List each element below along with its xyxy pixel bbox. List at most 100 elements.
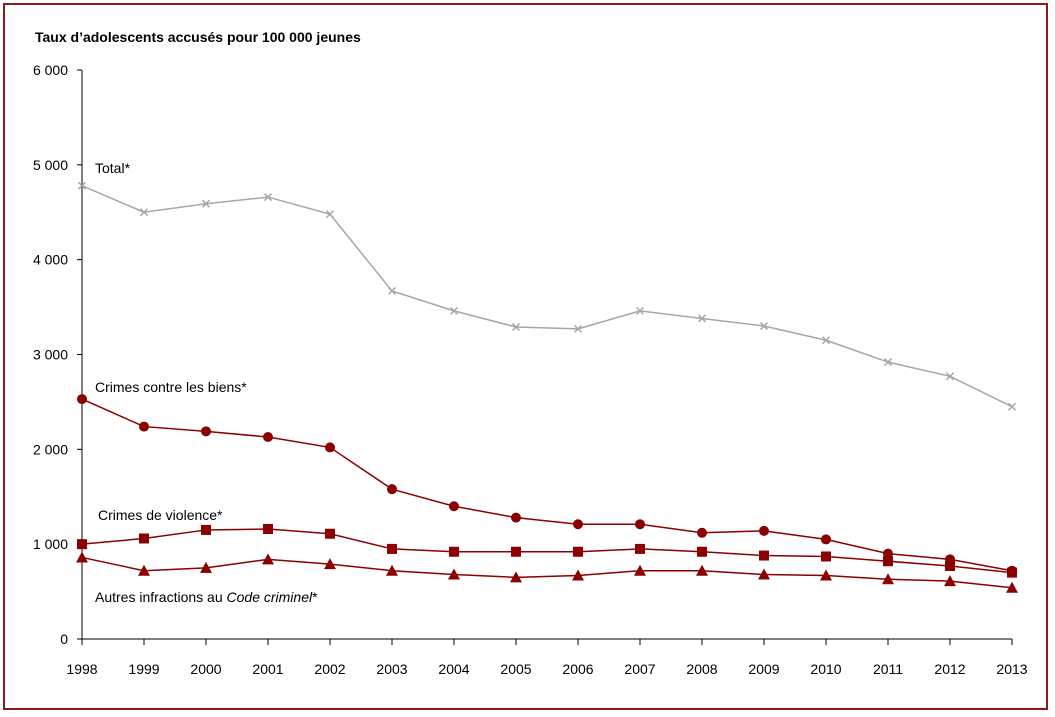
- data-point: [697, 314, 707, 323]
- y-tick-label: 6 000: [33, 62, 68, 78]
- series-group: [76, 181, 1018, 593]
- data-point: [1007, 567, 1017, 578]
- data-point: [820, 569, 832, 581]
- x-tick-label: 2005: [500, 661, 531, 677]
- data-point: [944, 575, 956, 587]
- data-point: [139, 208, 149, 217]
- x-tick-label: 2009: [748, 661, 779, 677]
- data-point: [510, 571, 522, 583]
- data-point: [511, 322, 521, 332]
- data-point: [449, 306, 459, 315]
- data-point: [387, 484, 397, 495]
- x-tick-label: 2001: [252, 661, 283, 677]
- data-point: [635, 306, 645, 315]
- data-point: [324, 558, 336, 570]
- data-point: [448, 568, 460, 580]
- data-point: [201, 426, 211, 437]
- data-point: [387, 543, 397, 554]
- series-label-part: Autres infractions au: [95, 589, 227, 605]
- data-point: [821, 551, 831, 562]
- series-line: [81, 398, 1013, 572]
- data-point: [263, 523, 273, 534]
- data-point: [77, 181, 87, 190]
- x-tick-label: 2004: [438, 661, 469, 677]
- x-tick-label: 2007: [624, 661, 655, 677]
- y-tick-label: 4 000: [33, 252, 68, 268]
- axes: 0 1 000 2 000 3 000 4 000 5 000 6 000 1998 1999 2…: [33, 62, 1028, 677]
- x-tick-label: 2008: [686, 661, 717, 677]
- x-tick-label: 2013: [996, 661, 1027, 677]
- data-point: [138, 564, 150, 576]
- chart-title: Taux d’adolescents accusés pour 100 000 …: [35, 29, 361, 45]
- data-point: [263, 432, 273, 443]
- data-point: [263, 193, 273, 202]
- data-point: [573, 546, 583, 557]
- data-point: [572, 569, 584, 581]
- data-point: [449, 501, 459, 512]
- x-tick-label: 2011: [873, 661, 903, 677]
- data-point: [76, 551, 88, 563]
- data-point: [821, 534, 831, 545]
- data-point: [759, 525, 769, 536]
- data-point: [697, 546, 707, 557]
- data-point: [697, 527, 707, 538]
- y-tick-label: 2 000: [33, 441, 68, 457]
- data-point: [325, 528, 335, 539]
- y-tick-label: 1 000: [33, 536, 68, 552]
- data-point: [635, 543, 645, 554]
- series-2: [77, 394, 1017, 576]
- series-label-2: Crimes contre les biens*: [95, 379, 247, 395]
- data-point: [759, 322, 769, 331]
- data-point: [262, 553, 274, 565]
- data-point: [945, 560, 955, 571]
- data-point: [634, 564, 646, 576]
- data-point: [573, 519, 583, 530]
- data-point: [201, 524, 211, 535]
- data-point: [696, 564, 708, 576]
- data-point: [325, 210, 335, 219]
- data-point: [139, 533, 149, 544]
- data-point: [573, 324, 583, 333]
- x-tick-label: 1999: [128, 661, 159, 677]
- x-tick-label: 2003: [376, 661, 407, 677]
- x-tick-label: 2006: [562, 661, 593, 677]
- data-point: [201, 199, 211, 208]
- data-point: [449, 546, 459, 557]
- x-tick-label: 2010: [810, 661, 841, 677]
- data-point: [77, 539, 87, 550]
- x-tick-label: 2012: [934, 661, 965, 677]
- y-tick-label: 3 000: [33, 347, 68, 363]
- series-label-3: Crimes de violence*: [98, 507, 223, 523]
- x-tick-label: 2000: [190, 661, 221, 677]
- data-point: [1007, 402, 1017, 411]
- series-label-part: Code criminel: [227, 589, 313, 605]
- y-tick-label: 0: [60, 631, 68, 647]
- series-4: [76, 551, 1018, 593]
- series-labels: Total* Crimes contre les biens* Crimes de …: [95, 160, 318, 605]
- series-line: [81, 556, 1013, 589]
- data-point: [882, 573, 894, 585]
- data-point: [1006, 581, 1018, 593]
- data-point: [139, 421, 149, 432]
- series-line: [81, 185, 1013, 408]
- data-point: [386, 564, 398, 576]
- x-tick-label: 2002: [314, 661, 345, 677]
- series-1: [77, 181, 1017, 411]
- data-point: [883, 556, 893, 567]
- data-point: [945, 372, 955, 381]
- series-3: [77, 523, 1017, 578]
- series-label-part: *: [312, 589, 318, 605]
- data-point: [883, 358, 893, 367]
- data-point: [635, 519, 645, 530]
- data-point: [759, 550, 769, 561]
- x-tick-label: 1998: [66, 661, 97, 677]
- series-label-1: Total*: [95, 160, 131, 176]
- data-point: [821, 336, 831, 345]
- data-point: [387, 286, 397, 295]
- data-point: [200, 561, 212, 573]
- data-point: [511, 512, 521, 523]
- data-point: [883, 548, 893, 559]
- data-point: [758, 568, 770, 580]
- data-point: [325, 442, 335, 453]
